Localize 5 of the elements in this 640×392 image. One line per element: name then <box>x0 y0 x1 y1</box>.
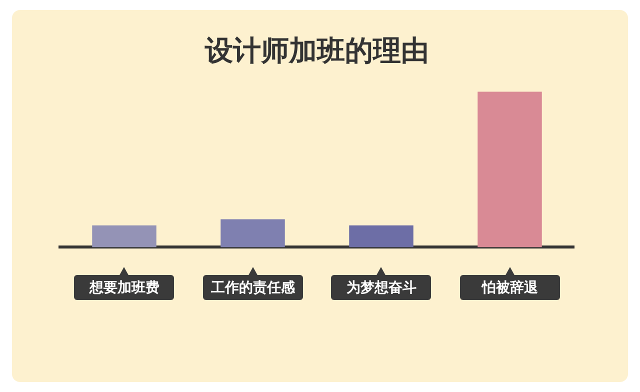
x-tick-label: 为梦想奋斗 <box>346 280 416 296</box>
x-tick-label: 想要加班费 <box>88 280 160 296</box>
chart-title: 设计师加班的理由 <box>204 34 429 68</box>
x-tick-label: 工作的责任感 <box>210 280 296 296</box>
x-tick-label: 怕被辞退 <box>480 279 539 296</box>
